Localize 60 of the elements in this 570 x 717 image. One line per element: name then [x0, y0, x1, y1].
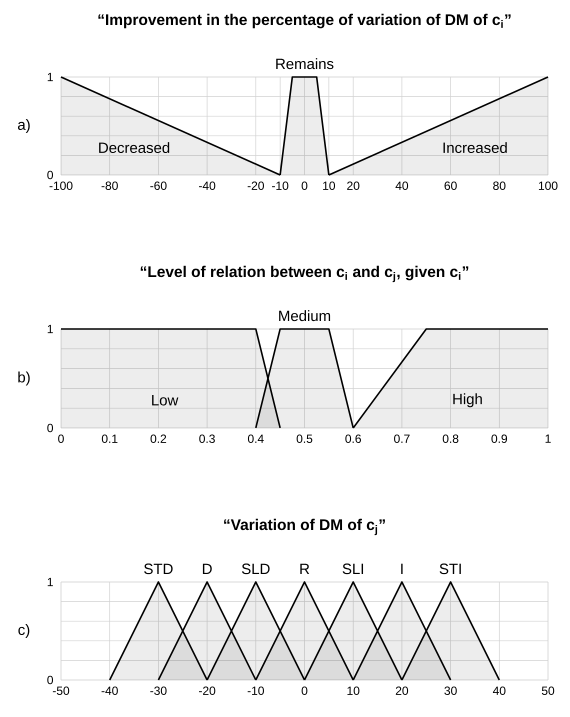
- series-label: R: [300, 564, 310, 574]
- series-label: Low: [152, 395, 178, 406]
- x-tick-label: 60: [444, 182, 457, 190]
- chart-title: “Level of relation between c$_{i}$ and c$_{j}$, given c$_{i}$”: [140, 266, 468, 282]
- x-tick-label: 0.1: [102, 434, 118, 443]
- x-tick-label: 50: [542, 686, 554, 695]
- x-tick-label: -10: [248, 686, 264, 695]
- series-label: Decreased: [99, 142, 170, 154]
- series-label: Remains: [276, 58, 334, 70]
- x-tick-label: -100: [50, 182, 72, 190]
- x-tick-label: 0.9: [491, 434, 508, 443]
- y-tick-label: 1: [48, 324, 53, 334]
- series-label: Increased: [444, 142, 507, 154]
- x-tick-label: 1: [546, 434, 551, 443]
- y-axis-title: b): [18, 372, 30, 386]
- y-tick-label: 0: [47, 170, 54, 180]
- chart-title: “Improvement in the percentage of variation of DM of c$_{i}$”: [98, 14, 511, 28]
- x-tick-label: 0.3: [199, 434, 215, 443]
- x-tick-label: -50: [52, 686, 70, 695]
- x-tick-label: 30: [444, 686, 457, 695]
- y-tick-label: 1: [48, 72, 53, 82]
- y-tick-label: 0: [47, 676, 54, 684]
- x-tick-label: 0: [58, 434, 64, 443]
- x-tick-label: -80: [102, 182, 118, 190]
- series-label: High: [453, 393, 482, 408]
- x-tick-label: 0.4: [248, 434, 264, 443]
- x-tick-label: -20: [198, 686, 216, 695]
- x-tick-label: 80: [493, 182, 506, 190]
- series-label: SLI: [342, 564, 364, 574]
- chart-title: “Variation of DM of c$_{j}$”: [224, 518, 385, 536]
- x-tick-label: -60: [150, 182, 167, 190]
- y-tick-label: 1: [48, 578, 53, 586]
- x-tick-label: -30: [150, 686, 167, 695]
- x-tick-label: 40: [396, 182, 408, 190]
- series-label: STD: [144, 564, 173, 574]
- y-axis-title: a): [18, 119, 30, 133]
- series-label: D: [202, 564, 212, 574]
- x-tick-label: 0.6: [345, 434, 361, 443]
- x-tick-label: 100: [538, 182, 558, 190]
- x-tick-label: -20: [248, 182, 264, 190]
- x-tick-label: -40: [102, 686, 118, 695]
- series-label: SLD: [242, 564, 270, 574]
- x-tick-label: 40: [492, 686, 506, 695]
- x-tick-label: -10: [272, 182, 288, 190]
- x-tick-label: 0.8: [442, 434, 458, 443]
- series-label: Medium: [279, 310, 330, 322]
- x-tick-label: 10: [323, 182, 336, 190]
- x-tick-label: 0: [302, 182, 308, 190]
- x-tick-label: 0.7: [394, 434, 410, 443]
- x-tick-label: -40: [198, 182, 216, 190]
- x-tick-label: 20: [396, 686, 408, 695]
- y-axis-title: c): [18, 624, 30, 638]
- x-tick-label: 20: [347, 182, 360, 190]
- x-tick-label: 10: [347, 686, 360, 695]
- series-label: I: [401, 564, 403, 574]
- x-tick-label: 0: [302, 686, 308, 695]
- x-tick-label: 0.5: [296, 434, 312, 443]
- x-tick-label: 0.2: [150, 434, 166, 443]
- y-tick-label: 0: [47, 424, 54, 432]
- series-label: STI: [440, 564, 461, 574]
